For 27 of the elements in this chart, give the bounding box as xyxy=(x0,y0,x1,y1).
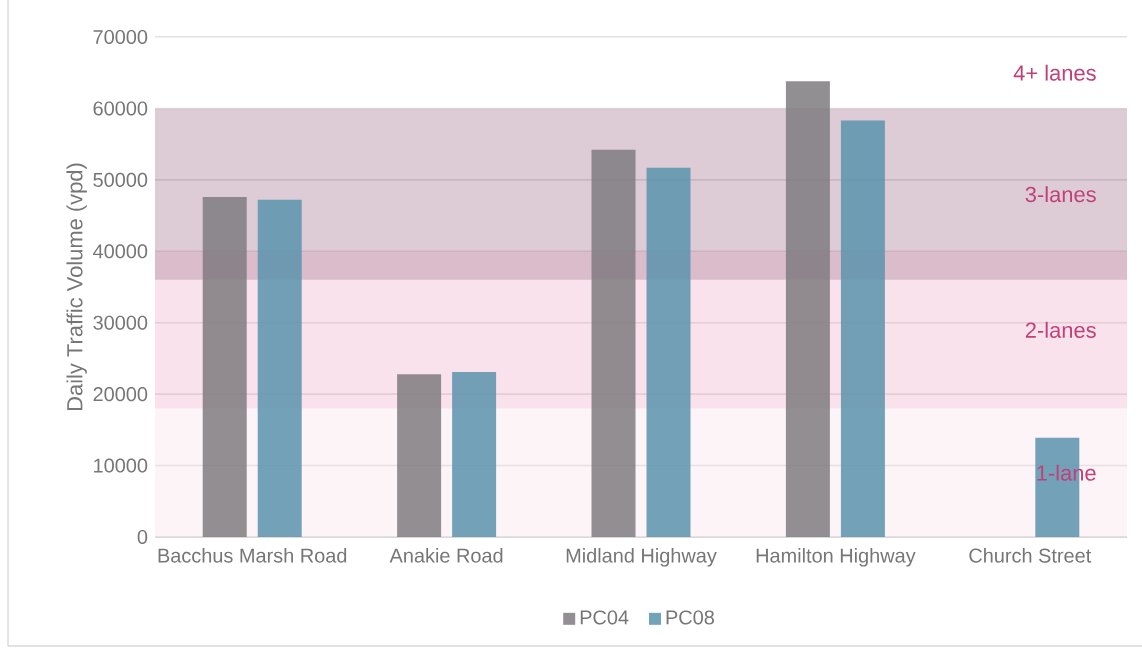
bar xyxy=(840,120,885,537)
bar xyxy=(785,81,830,537)
legend-label: PC04 xyxy=(580,610,629,625)
y-tick-label: 70000 xyxy=(93,29,148,45)
y-tick-label: 10000 xyxy=(94,458,148,473)
bar xyxy=(452,372,497,537)
y-tick-label: 20000 xyxy=(93,387,148,402)
bar xyxy=(591,149,636,537)
bar xyxy=(257,199,302,537)
y-tick-label: 60000 xyxy=(93,101,148,116)
bar xyxy=(202,197,247,537)
band-label: 2-lanes xyxy=(1025,321,1096,338)
x-tick-label: Midland Highway xyxy=(566,548,717,567)
bar xyxy=(397,374,442,537)
band-label: 3-lanes xyxy=(1025,186,1096,203)
x-tick-label: Bacchus Marsh Road xyxy=(158,548,347,563)
legend-label: PC08 xyxy=(666,610,714,625)
bar xyxy=(646,167,691,537)
y-tick-label: 40000 xyxy=(93,244,148,259)
y-tick-label: 0 xyxy=(137,529,148,545)
x-tick-label: Church Street xyxy=(969,548,1092,563)
x-tick-label: Anakie Road xyxy=(389,548,503,563)
y-axis-title: Daily Traffic Volume (vpd) xyxy=(66,163,87,411)
x-tick-label: Hamilton Highway xyxy=(756,548,916,567)
y-tick-label: 50000 xyxy=(93,172,148,187)
y-tick-label: 30000 xyxy=(93,315,148,330)
band-label: 4+ lanes xyxy=(1013,64,1096,81)
